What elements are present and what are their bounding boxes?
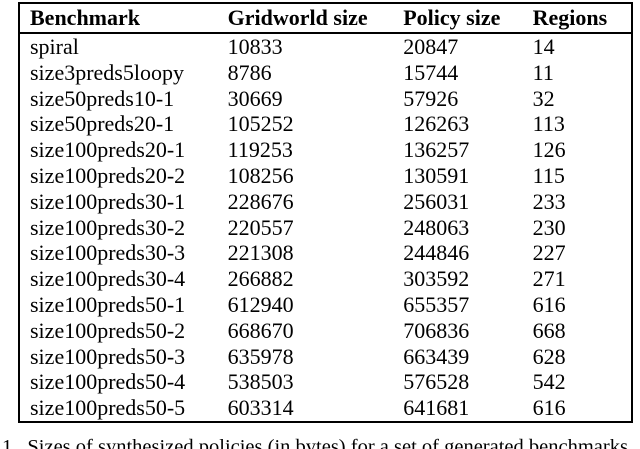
table-cell: 668670 <box>227 317 294 343</box>
column-header-gridworld-size: Gridworld size <box>227 3 404 34</box>
caption-number: 1. <box>2 436 18 449</box>
table-cell: size100preds50-4 <box>30 369 186 395</box>
table-cell: 113 <box>532 111 565 137</box>
table-cell: 230 <box>532 214 566 240</box>
table-cell: size50preds20-1 <box>30 111 175 137</box>
column-header-regions: Regions <box>532 3 632 34</box>
table-cell: 706836 <box>403 317 470 343</box>
table-cell: 538503 <box>227 369 294 395</box>
table-cell: 32 <box>532 85 555 111</box>
table-cell: 612940 <box>227 291 294 317</box>
table-cell: 635978 <box>227 343 294 369</box>
table-row: size100preds50-3 635978 663439 628 <box>19 344 632 370</box>
column-header-benchmark: Benchmark <box>19 3 228 34</box>
table-cell: 105252 <box>227 111 294 137</box>
table-cell: 220557 <box>227 214 294 240</box>
table-body: spiral 10833 20847 14 size3preds5loopy 8786 15… <box>19 33 632 422</box>
table-row: size100preds20-2 108256 130591 115 <box>19 163 632 189</box>
table-cell: 603314 <box>227 395 294 421</box>
table-row: spiral 10833 20847 14 <box>19 33 632 60</box>
table-cell: size100preds30-1 <box>30 188 186 214</box>
table-cell: 616 <box>532 291 566 317</box>
column-header-policy-size: Policy size <box>403 3 533 34</box>
caption-text: Sizes of synthesized policies (in bytes)… <box>27 436 628 449</box>
table-row: size3preds5loopy 8786 15744 11 <box>19 60 632 86</box>
table-cell: 126 <box>532 137 566 163</box>
table-cell: 628 <box>532 343 566 369</box>
table-cell: 130591 <box>403 162 470 188</box>
table-cell: 10833 <box>227 34 283 59</box>
table-cell: size100preds20-2 <box>30 162 186 188</box>
table-cell: 227 <box>532 240 566 266</box>
table-row: size100preds30-2 220557 248063 230 <box>19 215 632 241</box>
table-cell: 11 <box>532 59 554 85</box>
table-row: size50preds20-1 105252 126263 113 <box>19 111 632 137</box>
table-cell: 248063 <box>403 214 470 240</box>
table-cell: 57926 <box>403 85 459 111</box>
table-cell: 14 <box>532 34 555 59</box>
table-cell: size100preds50-1 <box>30 291 186 317</box>
table-cell: size100preds50-2 <box>30 317 186 343</box>
table-cell: 576528 <box>403 369 470 395</box>
table-cell: size100preds30-4 <box>30 266 186 292</box>
table-cell: 8786 <box>227 59 272 85</box>
benchmark-table: Benchmark Gridworld size Policy size Reg… <box>18 2 633 423</box>
table-cell: size50preds10-1 <box>30 85 175 111</box>
table-cell: 126263 <box>403 111 470 137</box>
table-row: size100preds50-1 612940 655357 616 <box>19 292 632 318</box>
table-row: size100preds30-3 221308 244846 227 <box>19 240 632 266</box>
table-row: size100preds50-2 668670 706836 668 <box>19 318 632 344</box>
table-cell: size100preds20-1 <box>30 137 186 163</box>
table-row: size100preds50-5 603314 641681 616 <box>19 395 632 422</box>
table-cell: 542 <box>532 369 566 395</box>
table-cell: 228676 <box>227 188 294 214</box>
table-caption: 1. Sizes of synthesized policies (in byte… <box>2 436 628 449</box>
table-cell: 115 <box>532 162 565 188</box>
table-cell: 108256 <box>227 162 294 188</box>
table-cell: spiral <box>30 34 79 59</box>
table-cell: 15744 <box>403 59 459 85</box>
table-cell: 271 <box>532 266 566 292</box>
table-cell: 136257 <box>403 137 470 163</box>
table-cell: 119253 <box>227 137 293 163</box>
table-header-row: Benchmark Gridworld size Policy size Reg… <box>19 3 632 34</box>
table-cell: size100preds50-5 <box>30 395 186 421</box>
table-cell: 256031 <box>403 188 470 214</box>
table-cell: size100preds30-3 <box>30 240 186 266</box>
table-row: size100preds30-1 228676 256031 233 <box>19 189 632 215</box>
table-cell: 668 <box>532 317 566 343</box>
table-cell: size100preds50-3 <box>30 343 186 369</box>
table-cell: size100preds30-2 <box>30 214 186 240</box>
table-row: size50preds10-1 30669 57926 32 <box>19 86 632 112</box>
table-cell: 30669 <box>227 85 283 111</box>
table-cell: 616 <box>532 395 566 421</box>
table-cell: 663439 <box>403 343 470 369</box>
table-cell: 303592 <box>403 266 470 292</box>
table-cell: 655357 <box>403 291 470 317</box>
table-cell: 233 <box>532 188 566 214</box>
table-row: size100preds20-1 119253 136257 126 <box>19 137 632 163</box>
table-cell: 244846 <box>403 240 470 266</box>
table-cell: 20847 <box>403 34 459 59</box>
table-row: size100preds50-4 538503 576528 542 <box>19 369 632 395</box>
table-row: size100preds30-4 266882 303592 271 <box>19 266 632 292</box>
table-cell: 266882 <box>227 266 294 292</box>
table-cell: 221308 <box>227 240 294 266</box>
table-cell: 641681 <box>403 395 470 421</box>
table-cell: size3preds5loopy <box>30 59 184 85</box>
